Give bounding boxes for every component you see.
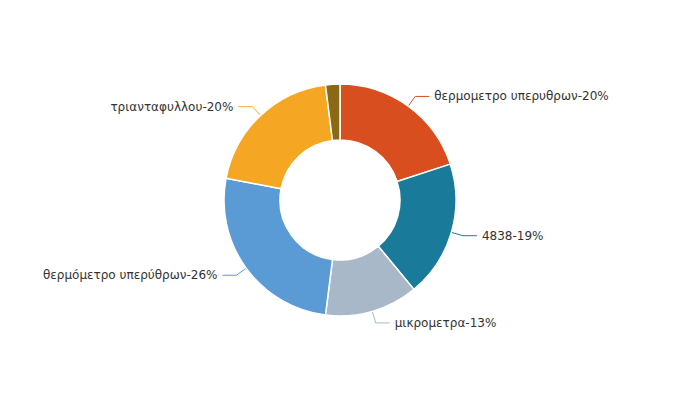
svg-text:θερμόμετρο υπερύθρων-26%: θερμόμετρο υπερύθρων-26% <box>43 268 217 282</box>
svg-text:τριανταφυλλου-20%: τριανταφυλλου-20% <box>110 100 233 114</box>
svg-text:4838-19%: 4838-19% <box>482 229 544 243</box>
svg-text:μικρομετρα-13%: μικρομετρα-13% <box>395 316 497 330</box>
svg-text:θερμομετρο υπερυθρων-20%: θερμομετρο υπερυθρων-20% <box>434 89 608 103</box>
